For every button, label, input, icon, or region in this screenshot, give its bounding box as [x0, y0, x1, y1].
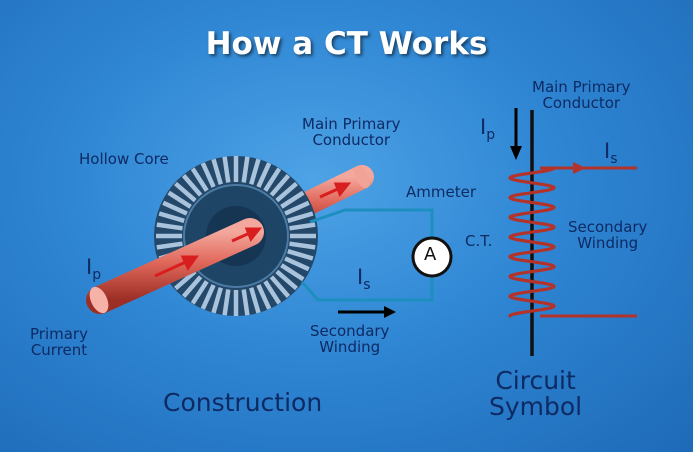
- core-winding-tooth: [284, 256, 310, 272]
- secondary-current-arrow: [338, 306, 396, 318]
- page-title: How a CT Works: [205, 26, 488, 62]
- primary-current-symbol-right: Ip: [480, 115, 496, 144]
- core-winding-tooth: [211, 158, 223, 185]
- core-winding-tooth: [275, 181, 298, 203]
- core-winding-tooth: [190, 167, 209, 192]
- secondary-wires: [300, 208, 434, 302]
- core-winding-tooth: [181, 275, 203, 298]
- core-winding-tooth: [263, 167, 282, 192]
- hollow-core-label: Hollow Core: [79, 150, 169, 168]
- core-winding-tooth: [174, 269, 197, 291]
- core-winding-tooth: [167, 190, 192, 209]
- core-winding-tooth: [249, 158, 261, 185]
- secondary-winding-symbol-label: Secondary Winding: [568, 218, 648, 252]
- core-winding-tooth: [284, 200, 310, 216]
- ammeter-label: Ammeter: [406, 183, 476, 201]
- core-winding-tooth: [287, 249, 314, 261]
- core-winding-tooth: [222, 156, 231, 183]
- core-winding-tooth: [241, 289, 250, 316]
- secondary-current-symbol: Is: [357, 265, 371, 294]
- primary-current-label: Primary Current: [30, 325, 88, 359]
- core-winding-tooth: [156, 241, 183, 250]
- main-primary-conductor-label: Main Primary Conductor: [302, 115, 401, 149]
- core-winding-tooth: [269, 174, 291, 197]
- circuit-symbol-label: Circuit Symbol: [489, 366, 583, 421]
- core-winding-tooth: [263, 280, 282, 305]
- secondary-winding-label: Secondary Winding: [310, 322, 390, 356]
- core-winding-tooth: [156, 222, 183, 231]
- core-winding-tooth: [158, 211, 185, 223]
- core-winding-tooth: [181, 174, 203, 197]
- core-winding-tooth: [211, 287, 223, 314]
- core-winding-tooth: [287, 211, 314, 223]
- primary-current-symbol: Ip: [86, 255, 102, 284]
- ammeter-symbol: A: [424, 244, 437, 265]
- core-winding-tooth: [280, 190, 305, 209]
- core-winding-tooth: [174, 181, 197, 203]
- core-winding-tooth: [200, 162, 216, 188]
- core-winding-tooth: [275, 269, 298, 291]
- core-winding-tooth: [162, 200, 188, 216]
- current-arrows: [154, 182, 352, 278]
- ct-label: C.T.: [465, 232, 493, 250]
- construction-label: Construction: [163, 388, 323, 417]
- core-winding-tooth: [249, 287, 261, 314]
- core-winding-tooth: [256, 162, 272, 188]
- circuit-symbol-graphic: [508, 108, 637, 356]
- core-winding-tooth: [241, 156, 250, 183]
- secondary-current-symbol-right: Is: [604, 139, 618, 168]
- core-winding-tooth: [289, 222, 316, 231]
- core-winding-tooth: [256, 284, 272, 310]
- core-winding-tooth: [222, 289, 231, 316]
- main-primary-conductor-symbol-label: Main Primary Conductor: [532, 78, 631, 112]
- core-winding-tooth: [200, 284, 216, 310]
- core-winding-tooth: [280, 263, 305, 282]
- core-winding-tooth: [190, 280, 209, 305]
- core-winding-tooth: [289, 241, 316, 250]
- ammeter-icon: [411, 236, 453, 278]
- core-winding-tooth: [269, 275, 291, 298]
